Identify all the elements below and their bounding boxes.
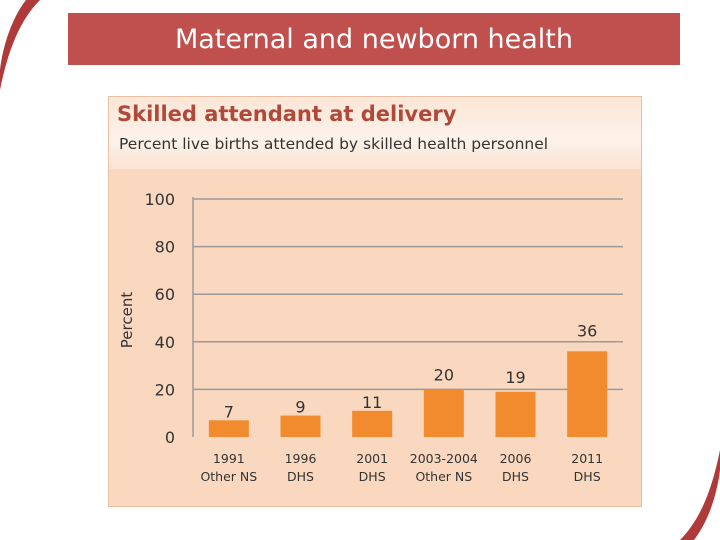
x-tick-label: 2001 DHS (356, 451, 388, 484)
x-tick-label: 1991 Other NS (200, 451, 257, 484)
bar (495, 391, 536, 437)
bar (280, 415, 321, 437)
x-tick-label: 2003-2004 Other NS (410, 451, 478, 484)
y-axis-label: Percent (118, 292, 136, 349)
corner-decoration-bottom-right (680, 450, 720, 540)
chart-panel: Skilled attendant at delivery Percent li… (108, 96, 642, 507)
y-tick-label: 80 (155, 238, 175, 257)
x-tick-label: 2011 DHS (571, 451, 603, 484)
slide-title-banner: Maternal and newborn health (68, 13, 680, 65)
y-tick-label: 20 (155, 380, 175, 399)
slide-title: Maternal and newborn health (174, 23, 574, 55)
bar-value-label: 20 (434, 365, 454, 384)
bar-value-label: 19 (505, 368, 525, 387)
y-tick-label: 100 (144, 190, 175, 209)
x-tick-label: 1996 DHS (285, 451, 317, 484)
bar (567, 351, 608, 437)
y-tick-label: 60 (155, 285, 175, 304)
bar-value-label: 9 (295, 398, 305, 417)
bar-value-label: 7 (224, 402, 234, 421)
chart-subtitle: Percent live births attended by skilled … (119, 135, 549, 153)
y-tick-label: 0 (165, 428, 175, 447)
bar (352, 410, 393, 437)
bar-value-label: 36 (577, 321, 597, 340)
bar (423, 389, 464, 437)
y-tick-label: 40 (155, 333, 175, 352)
bar (208, 420, 249, 437)
corner-decoration-top-left (0, 0, 40, 90)
chart-header: Skilled attendant at delivery Percent li… (109, 97, 641, 169)
bar-chart: 0 20 40 60 80 100 Percent 7 1991 Other NS 9 1996 DHS… (118, 190, 623, 484)
chart-title: Skilled attendant at delivery (117, 102, 457, 126)
x-tick-label: 2006 DHS (500, 451, 532, 484)
bar-value-label: 11 (362, 393, 382, 412)
